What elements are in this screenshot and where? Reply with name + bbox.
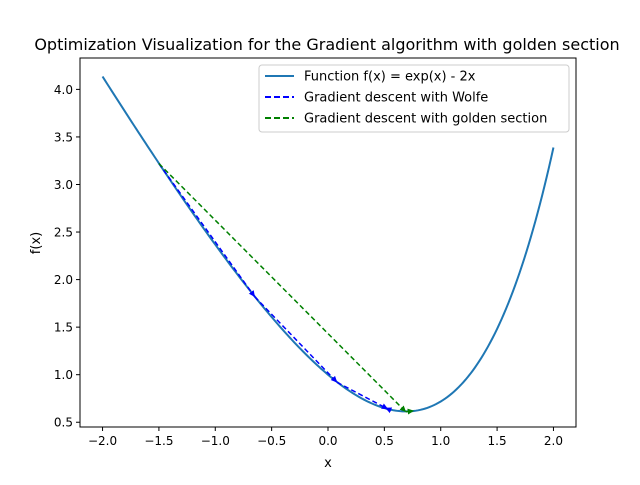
legend-label-golden: Gradient descent with golden section <box>304 112 547 127</box>
y-axis-label: f(x) <box>29 232 44 254</box>
wolfe-step <box>336 381 389 410</box>
legend-label-wolfe: Gradient descent with Wolfe <box>304 91 488 106</box>
plot-series <box>101 75 555 415</box>
y-tick-label: 2.5 <box>54 226 73 240</box>
x-tick-label: −1.0 <box>201 434 230 448</box>
x-ticks: −2.0 −1.5 −1.0 −0.5 0.0 0.5 1.0 1.5 2.0 <box>88 427 563 448</box>
function-curve <box>101 75 555 413</box>
y-tick-label: 1.5 <box>54 321 73 335</box>
y-tick-label: 3.5 <box>54 130 73 144</box>
y-tick-label: 4.0 <box>54 83 73 97</box>
wolfe-step <box>385 407 393 414</box>
y-tick-label: 0.5 <box>54 416 73 430</box>
x-tick-label: 2.0 <box>544 434 563 448</box>
x-axis-label: x <box>324 456 332 471</box>
y-tick-label: 1.0 <box>54 368 73 382</box>
legend: Function f(x) = exp(x) - 2x Gradient des… <box>258 64 570 133</box>
wolfe-step <box>158 163 256 298</box>
wolfe-step <box>254 296 338 383</box>
x-tick-label: 1.5 <box>488 434 507 448</box>
x-tick-label: 0.5 <box>375 434 394 448</box>
golden-step <box>158 163 407 413</box>
x-tick-label: −0.5 <box>257 434 286 448</box>
legend-box <box>258 64 570 133</box>
chart-title: Optimization Visualization for the Gradi… <box>34 35 619 54</box>
x-tick-label: 1.0 <box>431 434 450 448</box>
y-ticks: 0.5 1.0 1.5 2.0 2.5 3.0 3.5 4.0 <box>54 83 80 430</box>
y-tick-label: 3.0 <box>54 178 73 192</box>
y-tick-label: 2.0 <box>54 273 73 287</box>
x-tick-label: 0.0 <box>318 434 337 448</box>
x-tick-label: −2.0 <box>88 434 117 448</box>
golden-step <box>405 408 415 415</box>
legend-label-function: Function f(x) = exp(x) - 2x <box>304 70 476 85</box>
x-tick-label: −1.5 <box>144 434 173 448</box>
